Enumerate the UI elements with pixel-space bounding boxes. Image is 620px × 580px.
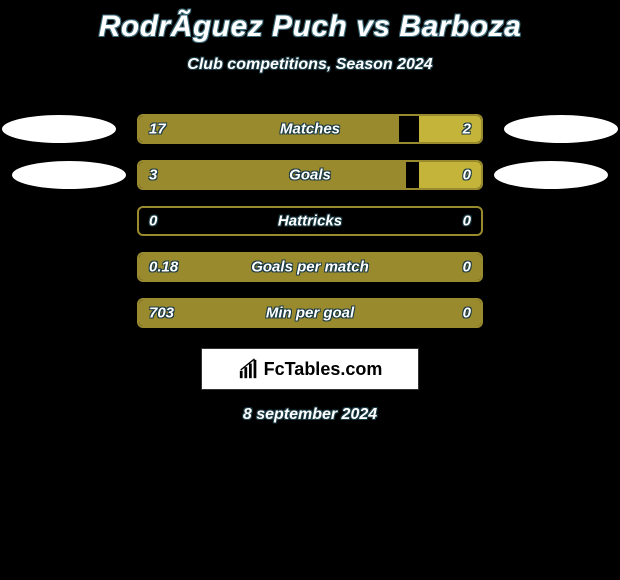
page-subtitle: Club competitions, Season 2024 xyxy=(0,56,620,74)
bar-right-fill xyxy=(419,116,481,142)
stat-left-value: 0 xyxy=(149,213,157,230)
bar-track: 703 Min per goal 0 xyxy=(137,298,483,328)
stat-row: 3 Goals 0 xyxy=(0,160,620,190)
stat-right-value: 0 xyxy=(463,167,471,184)
logo-box: FcTables.com xyxy=(201,348,419,390)
bar-left-fill xyxy=(139,116,399,142)
stat-label: Goals per match xyxy=(251,259,369,276)
stat-right-value: 2 xyxy=(463,121,471,138)
stats-rows: 17 Matches 2 3 Goals 0 0 Hattricks 0 0.18 Goals pe… xyxy=(0,114,620,328)
page-title: RodrÃ­guez Puch vs Barboza xyxy=(0,0,620,44)
stat-left-value: 17 xyxy=(149,121,166,138)
ellipse-right xyxy=(494,161,608,189)
bar-track: 0 Hattricks 0 xyxy=(137,206,483,236)
stat-row: 0 Hattricks 0 xyxy=(0,206,620,236)
ellipse-left xyxy=(12,161,126,189)
stat-row: 0.18 Goals per match 0 xyxy=(0,252,620,282)
date-text: 8 september 2024 xyxy=(0,406,620,424)
stat-row: 703 Min per goal 0 xyxy=(0,298,620,328)
logo-text: FcTables.com xyxy=(264,359,383,380)
bars-icon xyxy=(238,358,260,380)
bar-left-fill xyxy=(139,162,406,188)
stat-label: Hattricks xyxy=(278,213,342,230)
bar-track: 17 Matches 2 xyxy=(137,114,483,144)
stat-label: Min per goal xyxy=(266,305,354,322)
stat-right-value: 0 xyxy=(463,213,471,230)
stat-label: Matches xyxy=(280,121,340,138)
stat-label: Goals xyxy=(289,167,331,184)
bar-track: 3 Goals 0 xyxy=(137,160,483,190)
ellipse-left xyxy=(2,115,116,143)
ellipse-right xyxy=(504,115,618,143)
bar-right-fill xyxy=(419,162,481,188)
stat-left-value: 3 xyxy=(149,167,157,184)
stat-right-value: 0 xyxy=(463,259,471,276)
stat-left-value: 703 xyxy=(149,305,174,322)
bar-track: 0.18 Goals per match 0 xyxy=(137,252,483,282)
stat-left-value: 0.18 xyxy=(149,259,178,276)
stat-row: 17 Matches 2 xyxy=(0,114,620,144)
stat-right-value: 0 xyxy=(463,305,471,322)
